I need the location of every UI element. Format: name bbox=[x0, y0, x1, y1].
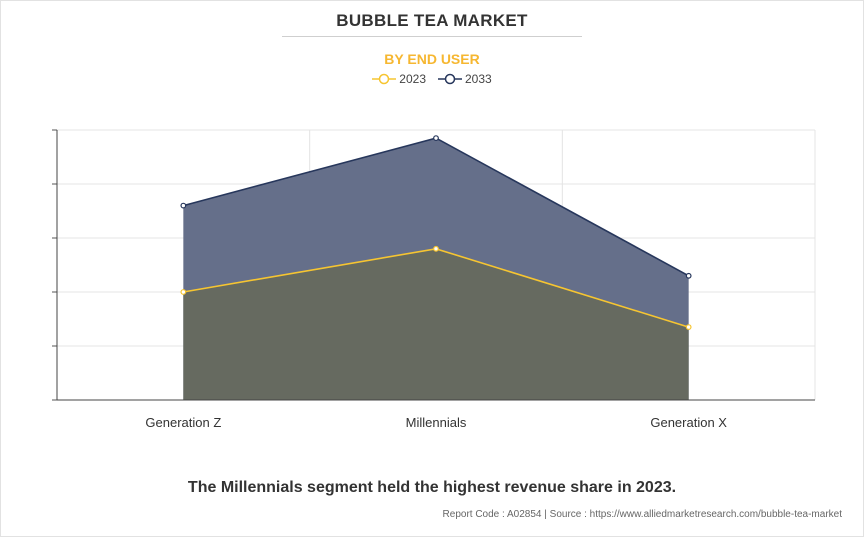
x-tick-label: Millennials bbox=[406, 415, 467, 430]
legend-label-2033: 2033 bbox=[465, 72, 492, 86]
x-tick-label: Generation X bbox=[650, 415, 727, 430]
legend-label-2023: 2023 bbox=[399, 72, 426, 86]
legend: 2023 2033 bbox=[0, 72, 864, 86]
chart-caption: The Millennials segment held the highest… bbox=[187, 479, 677, 496]
legend-marker-2023-icon bbox=[372, 73, 397, 85]
legend-item-2023[interactable]: 2023 bbox=[372, 72, 426, 86]
chart-subtitle: BY END USER bbox=[384, 51, 480, 67]
data-point-2033 bbox=[685, 272, 692, 279]
title-divider bbox=[282, 36, 582, 37]
legend-item-2033[interactable]: 2033 bbox=[438, 72, 492, 86]
data-point-2023 bbox=[433, 245, 439, 252]
x-tick-label: Generation Z bbox=[145, 415, 221, 430]
legend-marker-2033-icon bbox=[438, 73, 462, 85]
data-point-2023 bbox=[180, 289, 187, 295]
data-point-2033 bbox=[433, 135, 439, 142]
area-2023 bbox=[183, 248, 689, 400]
data-point-2033 bbox=[180, 202, 187, 209]
chart-title: BUBBLE TEA MARKET bbox=[336, 11, 528, 30]
data-point-2023 bbox=[685, 324, 692, 331]
source-note: Report Code : A02854 | Source : https://… bbox=[442, 509, 842, 520]
